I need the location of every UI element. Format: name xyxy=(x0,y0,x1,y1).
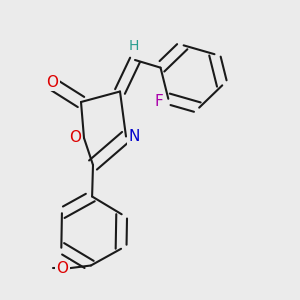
Text: O: O xyxy=(69,130,81,146)
Text: N: N xyxy=(129,129,140,144)
Text: O: O xyxy=(56,261,68,276)
Text: F: F xyxy=(155,94,164,109)
Text: O: O xyxy=(46,75,58,90)
Text: H: H xyxy=(128,40,139,53)
